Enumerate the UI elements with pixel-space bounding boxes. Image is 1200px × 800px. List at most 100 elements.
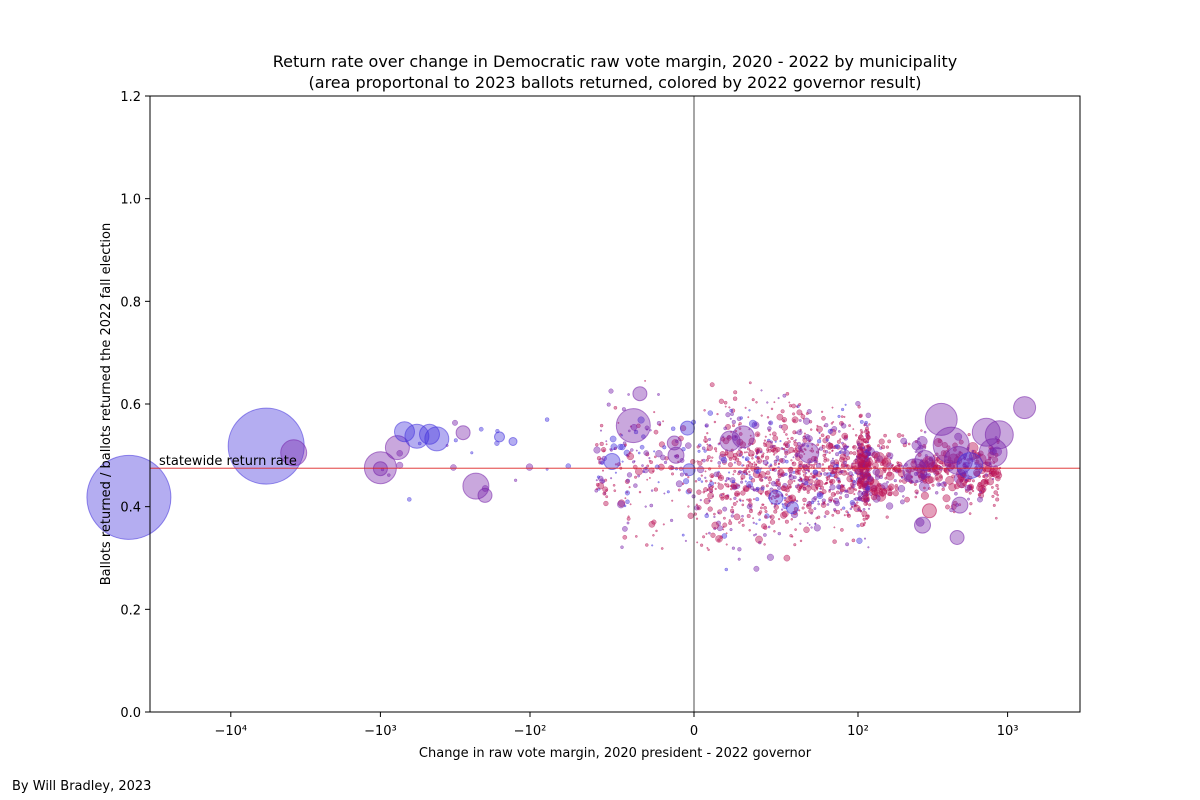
small-point: [756, 456, 760, 460]
small-point: [683, 478, 690, 485]
small-point: [767, 477, 772, 482]
small-point: [738, 453, 742, 457]
small-point: [668, 464, 674, 471]
small-point: [832, 421, 835, 423]
small-point: [826, 479, 829, 482]
data-point-10: [455, 425, 471, 441]
small-point: [544, 417, 550, 422]
small-point: [705, 532, 708, 535]
small-point: [894, 483, 899, 488]
small-point: [742, 464, 745, 467]
small-point: [777, 485, 782, 491]
small-point: [766, 553, 774, 561]
small-point: [876, 482, 881, 487]
small-point: [768, 481, 771, 485]
small-point: [753, 565, 760, 572]
small-point: [797, 441, 802, 446]
small-point: [917, 452, 922, 457]
small-point: [837, 414, 841, 418]
small-point: [850, 501, 857, 508]
small-point: [859, 522, 865, 528]
small-point: [625, 499, 630, 504]
small-point: [622, 534, 628, 540]
small-point: [788, 471, 793, 475]
small-point: [790, 459, 793, 462]
small-point: [610, 477, 613, 480]
small-point: [760, 414, 763, 417]
small-point: [816, 479, 824, 487]
small-point: [764, 455, 770, 460]
small-point: [721, 533, 728, 539]
small-point: [702, 490, 706, 494]
data-point-36: [914, 516, 931, 534]
small-point: [828, 451, 831, 454]
data-point-9: [424, 426, 450, 452]
small-point: [846, 464, 849, 467]
small-point: [758, 471, 766, 479]
small-point: [625, 491, 629, 494]
small-point: [990, 485, 994, 489]
small-point: [914, 489, 919, 494]
small-point: [869, 479, 880, 490]
small-point: [417, 441, 422, 446]
small-point: [956, 477, 968, 489]
small-point: [918, 481, 930, 492]
small-point: [741, 455, 745, 459]
small-point: [966, 474, 970, 478]
small-point: [710, 475, 714, 478]
small-point: [741, 523, 745, 527]
small-point: [773, 482, 776, 485]
small-point: [984, 473, 989, 477]
small-point: [603, 500, 609, 507]
small-point: [643, 450, 649, 456]
small-point: [792, 430, 797, 435]
small-point: [766, 401, 769, 404]
small-point: [841, 423, 847, 429]
small-point: [780, 485, 787, 492]
small-point: [755, 522, 758, 525]
small-point: [709, 382, 715, 388]
small-point: [705, 512, 709, 515]
small-point: [689, 491, 692, 494]
small-point: [785, 391, 790, 396]
small-point: [706, 547, 709, 549]
small-point: [702, 458, 706, 463]
small-point: [842, 506, 846, 510]
y-tick-label: 0.8: [120, 295, 141, 310]
small-point: [730, 514, 734, 518]
small-point: [908, 471, 912, 475]
small-point: [740, 480, 744, 484]
small-point: [605, 495, 609, 499]
small-point: [624, 497, 627, 500]
small-point: [675, 480, 683, 488]
small-point: [847, 468, 850, 471]
small-point: [747, 460, 750, 463]
small-point: [751, 457, 754, 460]
small-point: [627, 429, 631, 433]
small-point: [792, 456, 795, 459]
small-point: [832, 445, 836, 450]
small-point: [648, 459, 651, 462]
small-point: [814, 522, 817, 526]
small-point: [906, 469, 910, 473]
small-point: [752, 521, 755, 524]
small-point: [703, 449, 707, 453]
small-point: [788, 494, 797, 503]
small-point: [746, 481, 753, 488]
chart-title: Return rate over change in Democratic ra…: [273, 52, 957, 71]
small-point: [843, 460, 847, 465]
small-point: [857, 477, 865, 485]
small-point: [704, 435, 707, 439]
small-point: [690, 459, 696, 465]
data-point-3: [363, 451, 397, 485]
small-point: [793, 543, 797, 547]
small-point: [792, 470, 796, 474]
small-point: [744, 406, 747, 409]
small-point: [790, 518, 794, 521]
small-point: [724, 494, 729, 499]
small-point: [708, 531, 711, 535]
small-point: [705, 458, 709, 462]
small-point: [824, 423, 829, 428]
small-point: [835, 509, 841, 515]
